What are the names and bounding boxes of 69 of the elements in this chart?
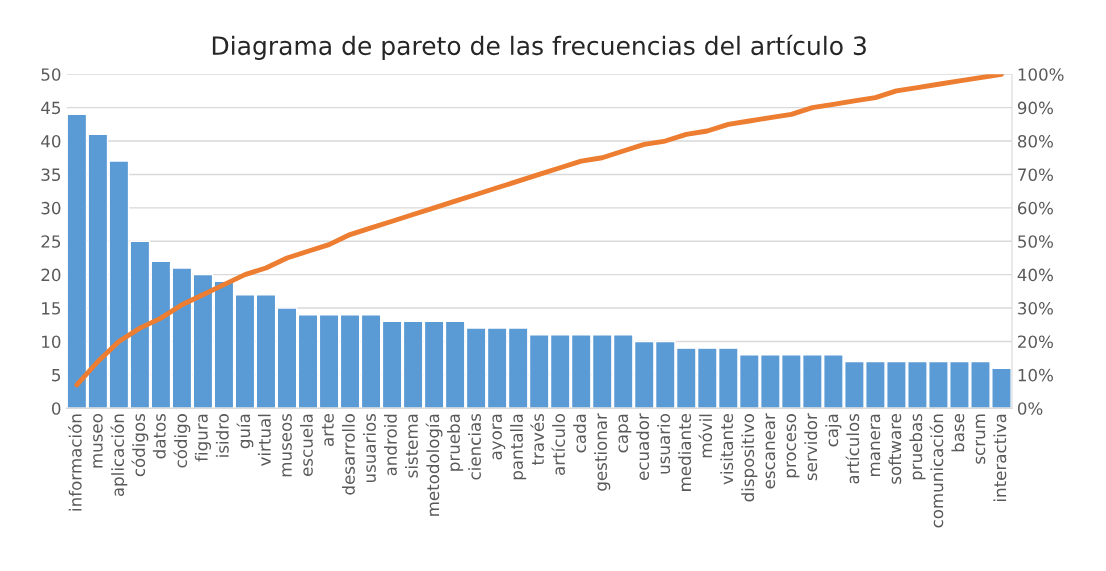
x-tick-label: información [68, 414, 82, 511]
x-tick-label: android [384, 414, 397, 476]
x-tick-label: escuela [299, 414, 313, 476]
x-tick-label: museos [282, 413, 292, 477]
y2-tick-label: 0% [1017, 402, 1043, 415]
x-tick-label: código [173, 414, 191, 468]
x-tick-label: pruebas [909, 413, 926, 480]
x-tick-label: usuarios [363, 413, 376, 483]
y-tick-label: 25 [41, 235, 61, 248]
x-tick-label: scrum [975, 414, 986, 464]
x-tick-label: mediante [678, 414, 692, 491]
x-tick-label: desarrollo [341, 414, 355, 495]
x-tick-label: guía [236, 414, 254, 449]
x-tick-label: gestionar [594, 413, 611, 491]
x-tick-label: figura [194, 414, 212, 462]
x-tick-label: códigos [131, 413, 149, 477]
y-tick-label: 10 [42, 335, 61, 349]
y-tick-label: 40 [41, 135, 61, 148]
x-tick-label: través [530, 413, 545, 466]
x-tick-label: pantalla [510, 414, 527, 480]
y2-tick-label: 70% [1018, 168, 1053, 182]
x-tick-label: ciencias [468, 413, 481, 480]
y2-tick-label: 50% [1018, 235, 1053, 248]
chart-title: Diagrama de pareto de las frecuencias del artículo 3 [212, 34, 866, 60]
y2-tick-label: 100% [1018, 68, 1064, 81]
x-tick-label: usuario [657, 414, 671, 474]
y2-tick-label: 30% [1018, 302, 1053, 315]
y-tick-label: 30 [41, 201, 61, 215]
y-tick-label: 5 [52, 369, 61, 382]
x-tick-label: metodología [425, 414, 443, 516]
x-tick-label: escanear [765, 413, 776, 489]
x-tick-label: base [951, 414, 965, 452]
y-tick-label: 20 [41, 268, 61, 282]
x-tick-label: servidor [804, 413, 818, 481]
y-tick-label: 0 [51, 402, 61, 415]
x-tick-label: ecuador [636, 413, 650, 481]
x-tick-label: artículo [551, 414, 566, 475]
x-tick-label: museo [93, 414, 103, 468]
x-tick-label: isidro [215, 414, 229, 457]
x-tick-label: artículos [845, 413, 860, 484]
x-tick-label: ayora [492, 414, 506, 460]
x-tick-label: arte [321, 414, 334, 446]
line-series [74, 74, 1004, 388]
x-tick-label: manera [870, 414, 881, 476]
y2-tick-label: 40% [1017, 268, 1053, 282]
x-tick-label: visitante [720, 414, 734, 485]
y2-tick-label: 90% [1017, 101, 1053, 115]
y2-tick-label: 10% [1018, 368, 1053, 382]
y-tick-label: 15 [42, 302, 61, 315]
x-tick-label: prueba [447, 414, 464, 471]
y-tick-label: 35 [41, 168, 61, 182]
x-tick-label: móvil [698, 414, 713, 458]
x-tick-label: sistema [405, 414, 418, 478]
y-tick-label: 50 [41, 68, 61, 81]
x-tick-label: datos [152, 413, 166, 459]
y2-tick-label: 60% [1018, 201, 1053, 215]
x-tick-label: dispositivo [741, 414, 758, 502]
x-tick-label: capa [618, 414, 632, 453]
y2-tick-label: 20% [1018, 335, 1053, 349]
x-tick-label: software [888, 414, 902, 484]
x-tick-label: comunicación [929, 414, 944, 528]
x-tick-label: caja [825, 414, 842, 447]
y-tick-label: 45 [41, 101, 61, 115]
x-tick-label: cada [573, 414, 587, 453]
y2-tick-label: 80% [1017, 135, 1053, 148]
x-tick-label: aplicación [110, 414, 128, 497]
x-tick-label: virtual [257, 414, 271, 466]
x-tick-label: interactiva [993, 414, 1007, 502]
x-tick-label: proceso [786, 414, 800, 478]
